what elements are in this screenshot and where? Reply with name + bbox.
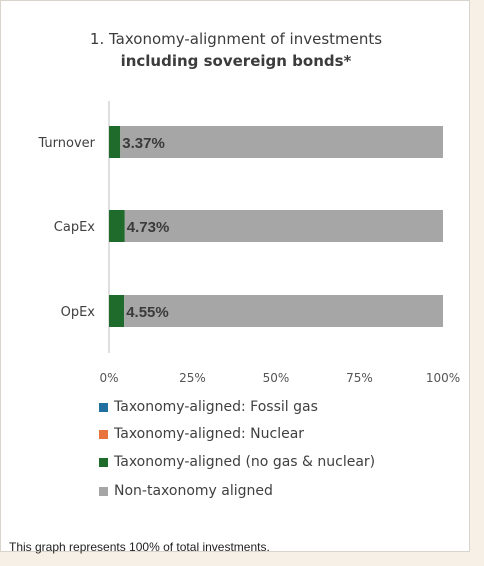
bar-opex-series-2 bbox=[109, 295, 125, 327]
category-label-capex: CapEx bbox=[54, 220, 96, 235]
legend-label: Taxonomy-aligned: Nuclear bbox=[114, 426, 305, 442]
legend-swatch bbox=[99, 429, 108, 439]
legend-item: Taxonomy-aligned: Nuclear bbox=[99, 424, 304, 444]
x-tick-label: 75% bbox=[346, 371, 373, 385]
legend-item: Taxonomy-aligned: Fossil gas bbox=[99, 397, 318, 417]
data-label-opex: 4.55% bbox=[126, 304, 169, 321]
bar-turnover-series-3 bbox=[120, 126, 443, 158]
bar-capex-series-3 bbox=[124, 210, 443, 242]
data-label-turnover: 3.37% bbox=[122, 135, 165, 152]
legend-label: Non-taxonomy aligned bbox=[114, 483, 273, 499]
legend-item: Taxonomy-aligned (no gas & nuclear) bbox=[99, 452, 375, 472]
data-label-capex: 4.73% bbox=[127, 219, 170, 236]
legend-item: Non-taxonomy aligned bbox=[99, 481, 273, 501]
bar-chart: Turnover 3.37% CapEx 4.73% OpEx 4.55% 0% 25% 50%… bbox=[37, 101, 460, 385]
bar-turnover-series-2 bbox=[109, 126, 121, 158]
x-tick-label: 25% bbox=[179, 371, 206, 385]
x-tick-label: 50% bbox=[263, 371, 290, 385]
legend-label: Taxonomy-aligned (no gas & nuclear) bbox=[114, 454, 376, 470]
legend-swatch bbox=[99, 402, 108, 412]
chart-card: 1. Taxonomy-alignment of investments inc… bbox=[0, 0, 470, 554]
x-tick-label: 100% bbox=[426, 371, 460, 385]
bar-capex-series-2 bbox=[109, 210, 125, 242]
chart-title: 1. Taxonomy-alignment of investments bbox=[89, 30, 383, 48]
category-label-turnover: Turnover bbox=[37, 136, 95, 151]
footnote: This graph represents 100% of total inve… bbox=[9, 540, 270, 554]
legend-swatch bbox=[99, 457, 108, 467]
x-tick-label: 0% bbox=[99, 371, 118, 385]
bar-opex-series-3 bbox=[124, 295, 444, 327]
legend-swatch bbox=[99, 486, 108, 496]
chart-subtitle: including sovereign bonds* bbox=[120, 52, 352, 70]
legend-label: Taxonomy-aligned: Fossil gas bbox=[114, 399, 318, 415]
category-label-opex: OpEx bbox=[61, 305, 96, 320]
